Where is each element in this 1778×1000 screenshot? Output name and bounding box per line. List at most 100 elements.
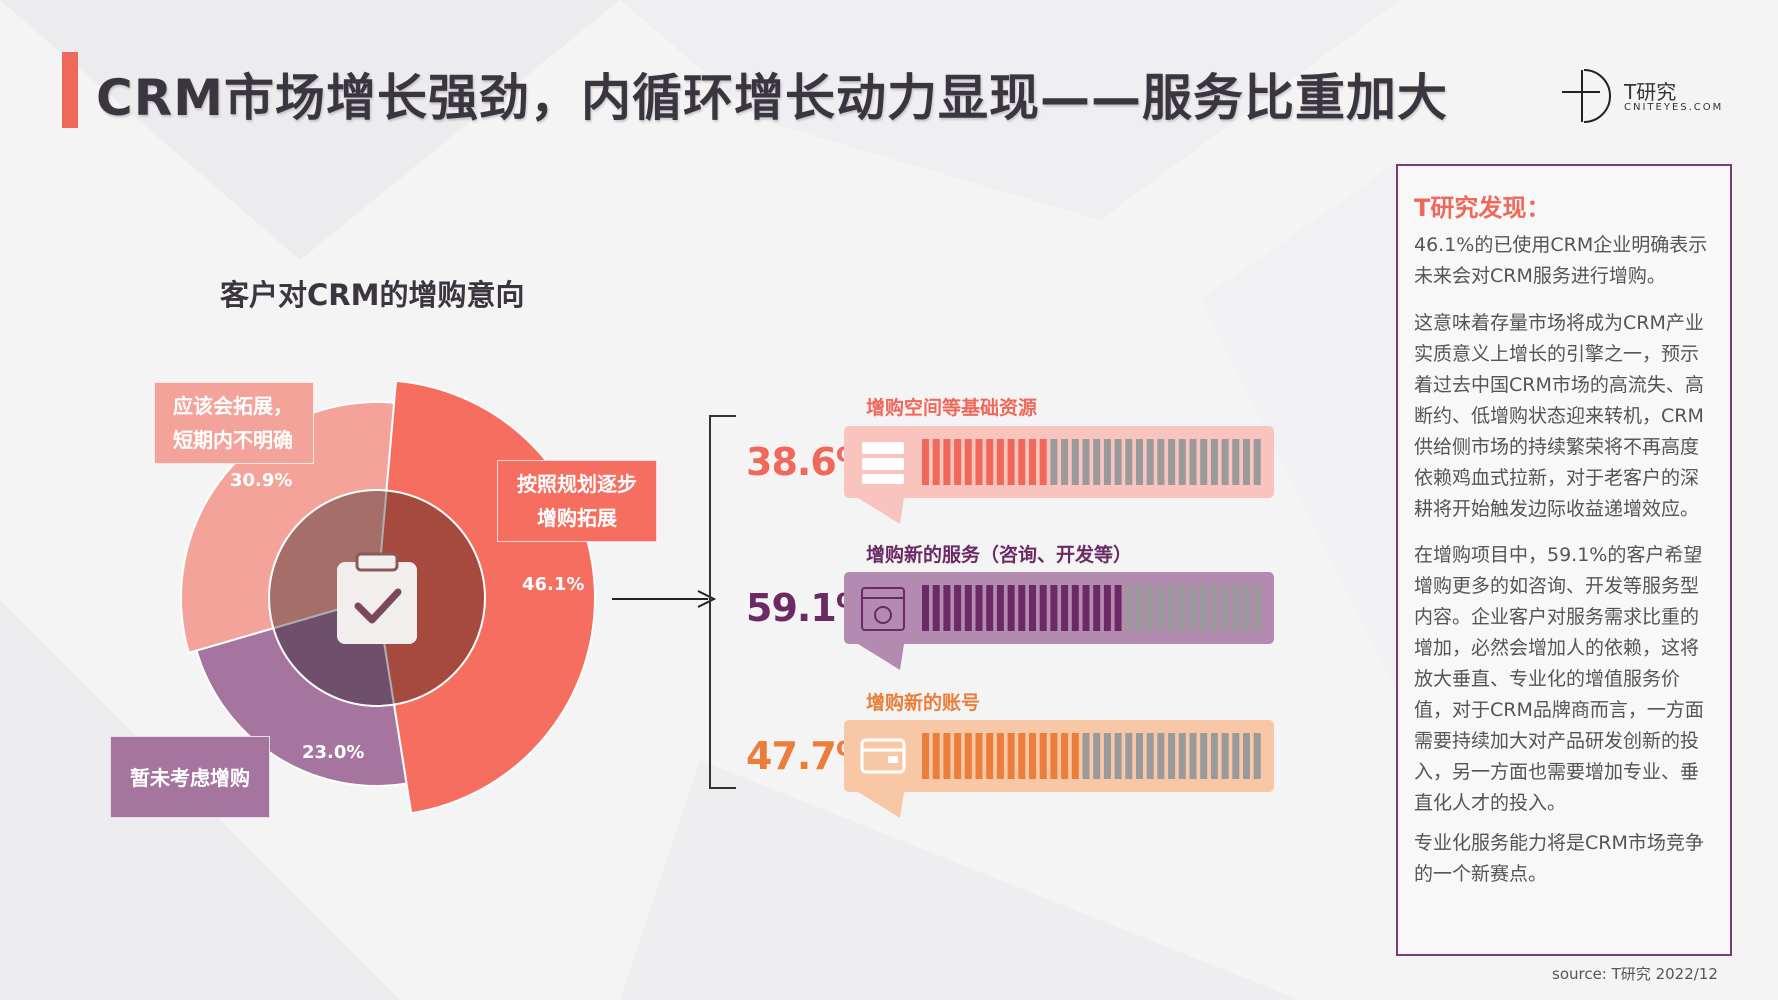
bar-segment-empty	[1253, 439, 1261, 485]
bar-caption-new-accounts: 增购新的账号	[866, 692, 981, 714]
bar-segment-filled	[1018, 733, 1026, 779]
logo-text: T研究	[1624, 80, 1677, 104]
bar-segment-empty	[1061, 439, 1069, 485]
bar-panel-tail	[858, 644, 904, 670]
bar-segment-filled	[1039, 585, 1047, 631]
bar-segment-empty	[1157, 439, 1165, 485]
bar-segment-filled	[932, 439, 940, 485]
sidebar-paragraph-4: 专业化服务能力将是CRM市场竞争的一个新赛点。	[1414, 832, 1704, 885]
sidebar-paragraph-1: 46.1%的已使用CRM企业明确表示未来会对CRM服务进行增购。	[1414, 234, 1708, 287]
bar-segment-empty	[1178, 439, 1186, 485]
bar-segment-empty	[1103, 733, 1111, 779]
bar-row-basic-resources	[844, 426, 1274, 524]
bar-segment-empty	[1114, 733, 1122, 779]
bar-segment-filled	[1061, 733, 1069, 779]
bar-segment-filled	[996, 733, 1004, 779]
bar-segment-filled	[1007, 733, 1015, 779]
bar-segment-filled	[1114, 585, 1122, 631]
source-note: source: T研究 2022/12	[1552, 965, 1718, 983]
bar-segment-empty	[1157, 733, 1165, 779]
bar-segment-empty	[1253, 733, 1261, 779]
bar-segment-filled	[943, 733, 951, 779]
bar-panel	[844, 572, 1274, 644]
bar-segment-empty	[1050, 439, 1058, 485]
bar-segment-filled	[1029, 585, 1036, 631]
bar-segment-filled	[975, 585, 983, 631]
bar-segment-filled	[1071, 585, 1079, 631]
brand-logo: T研究 CNITEYES.COM	[1560, 64, 1730, 124]
bar-segment-empty	[1253, 585, 1261, 631]
connector-arrow-icon	[612, 590, 717, 608]
bar-segment-empty	[1221, 585, 1229, 631]
bar-segment-filled	[922, 585, 929, 631]
bar-segment-filled	[1093, 585, 1101, 631]
bar-segment-filled	[996, 585, 1004, 631]
bar-segment-empty	[1232, 733, 1240, 779]
bar-segment-empty	[1210, 439, 1218, 485]
bar-segment-empty	[1221, 733, 1229, 779]
bar-segment-empty	[1189, 439, 1197, 485]
bar-segment-filled	[975, 439, 983, 485]
bar-segment-empty	[1146, 585, 1154, 631]
bar-segment-empty	[1178, 733, 1186, 779]
bar-row-new-services	[844, 572, 1274, 670]
bar-segment-filled	[943, 439, 951, 485]
bar-segment-empty	[1189, 585, 1197, 631]
bar-segment-filled	[1050, 733, 1058, 779]
server-icon	[862, 442, 904, 484]
bar-segment-empty	[1243, 439, 1250, 485]
bar-segment-empty	[1178, 585, 1186, 631]
pie-chart-title: 客户对CRM的增购意向	[220, 278, 525, 312]
bar-caption-basic-resources: 增购空间等基础资源	[866, 397, 1038, 419]
pie-value-label-uncertain: 30.9%	[230, 470, 293, 491]
sidebar-heading: T研究发现：	[1414, 194, 1551, 222]
bar-segment-empty	[1136, 733, 1143, 779]
pie-label-planned-line1: 按照规划逐步	[517, 472, 637, 496]
pie-label-uncertain-line1: 应该会拓展，	[173, 394, 293, 418]
bar-segment-empty	[1232, 439, 1240, 485]
bar-panel-tail	[858, 498, 904, 524]
bar-segment-filled	[954, 733, 962, 779]
bar-segment-filled	[1050, 585, 1058, 631]
bar-segment-empty	[1232, 585, 1240, 631]
bar-segment-filled	[1061, 585, 1069, 631]
bar-segment-empty	[1168, 439, 1176, 485]
bar-segment-empty	[1146, 439, 1154, 485]
pie-value-label-planned: 46.1%	[522, 574, 585, 595]
logo-mark-icon	[1562, 69, 1611, 123]
bar-segment-filled	[986, 585, 994, 631]
bar-panel	[844, 426, 1274, 498]
gear-window-icon	[861, 587, 905, 631]
pie-label-planned-expansion: 按照规划逐步 增购拓展	[497, 460, 657, 542]
bar-segment-empty	[1082, 733, 1090, 779]
bar-segment-filled	[932, 733, 940, 779]
bar-segment-empty	[1146, 733, 1154, 779]
bar-segment-empty	[1103, 439, 1111, 485]
bar-segment-empty	[1136, 439, 1143, 485]
logo-subtext: CNITEYES.COM	[1624, 102, 1724, 113]
bar-segment-empty	[1210, 585, 1218, 631]
bar-segment-empty	[1082, 439, 1090, 485]
bar-segment-empty	[1168, 585, 1176, 631]
bar-segment-filled	[1071, 733, 1079, 779]
bar-segment-empty	[1157, 585, 1165, 631]
bar-segment-empty	[1210, 733, 1218, 779]
bar-segment-filled	[922, 439, 929, 485]
bar-segment-empty	[1189, 733, 1197, 779]
bar-segment-filled	[954, 585, 962, 631]
bar-segment-empty	[1200, 733, 1208, 779]
bar-segment-filled	[996, 439, 1004, 485]
bar-segment-filled	[954, 439, 962, 485]
sidebar-paragraph-2: 这意味着存量市场将成为CRM产业实质意义上增长的引擎之一，预示着过去中国CRM市…	[1414, 312, 1704, 520]
bar-panel-tail	[858, 792, 904, 818]
bar-segment-empty	[1093, 439, 1101, 485]
bar-segment-filled	[1007, 439, 1015, 485]
pie-label-not-considering: 暂未考虑增购	[110, 736, 270, 818]
bar-panel	[844, 720, 1274, 792]
bar-segment-filled	[1039, 439, 1047, 485]
bar-segment-empty	[1114, 439, 1122, 485]
bar-segment-filled	[964, 439, 972, 485]
bar-segment-empty	[1125, 439, 1133, 485]
bracket	[709, 415, 736, 789]
bar-segment-empty	[1071, 439, 1079, 485]
